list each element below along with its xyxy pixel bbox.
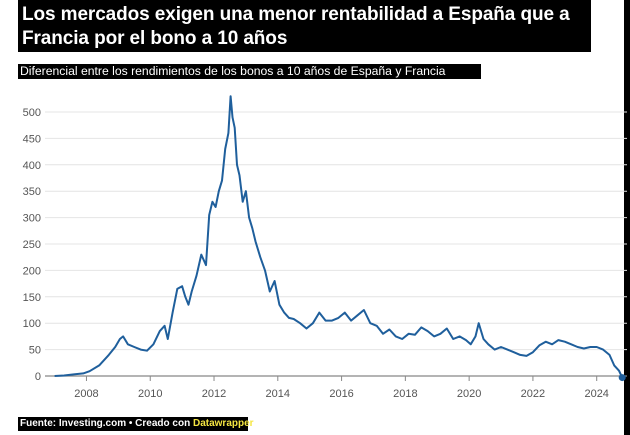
y-tick-label: 100 [23, 318, 41, 330]
x-tick-label: 2012 [202, 388, 226, 400]
x-tick-label: 2008 [74, 388, 98, 400]
x-tick-label: 2014 [266, 388, 290, 400]
line-chart: 0 50 100 150 200 250 300 350 400 450 500 2008 2010 20… [23, 95, 627, 400]
chart-subtitle: Diferencial entre los rendimientos de lo… [18, 64, 481, 79]
series-line [54, 95, 624, 379]
chart-title: Los mercados exigen una menor rentabilid… [22, 4, 570, 49]
y-tick-label: 300 [23, 213, 41, 225]
y-tick-label: 0 [35, 371, 41, 383]
x-tick-label: 2018 [393, 388, 417, 400]
datawrapper-link[interactable]: Datawrapper [192, 418, 254, 429]
x-tick-label: 2024 [584, 388, 608, 400]
x-tick-label: 2020 [457, 388, 481, 400]
y-tick-label: 350 [23, 186, 41, 198]
y-tick-label: 500 [23, 107, 41, 119]
y-tick-label: 50 [29, 345, 41, 357]
y-tick-label: 250 [23, 239, 41, 251]
y-tick-label: 200 [23, 265, 41, 277]
y-tick-label: 400 [23, 160, 41, 172]
source-text: Fuente: Investing.com • Creado con [20, 418, 193, 429]
header-block: Los mercados exigen una menor rentabilid… [18, 0, 591, 52]
series-endpoint [618, 374, 626, 382]
y-tick-label: 450 [23, 133, 41, 145]
x-tick-label: 2022 [521, 388, 545, 400]
x-tick-label: 2010 [138, 388, 162, 400]
footer-source: Fuente: Investing.com • Creado con Dataw… [18, 417, 254, 431]
y-tick-label: 150 [23, 292, 41, 304]
x-tick-label: 2016 [329, 388, 353, 400]
